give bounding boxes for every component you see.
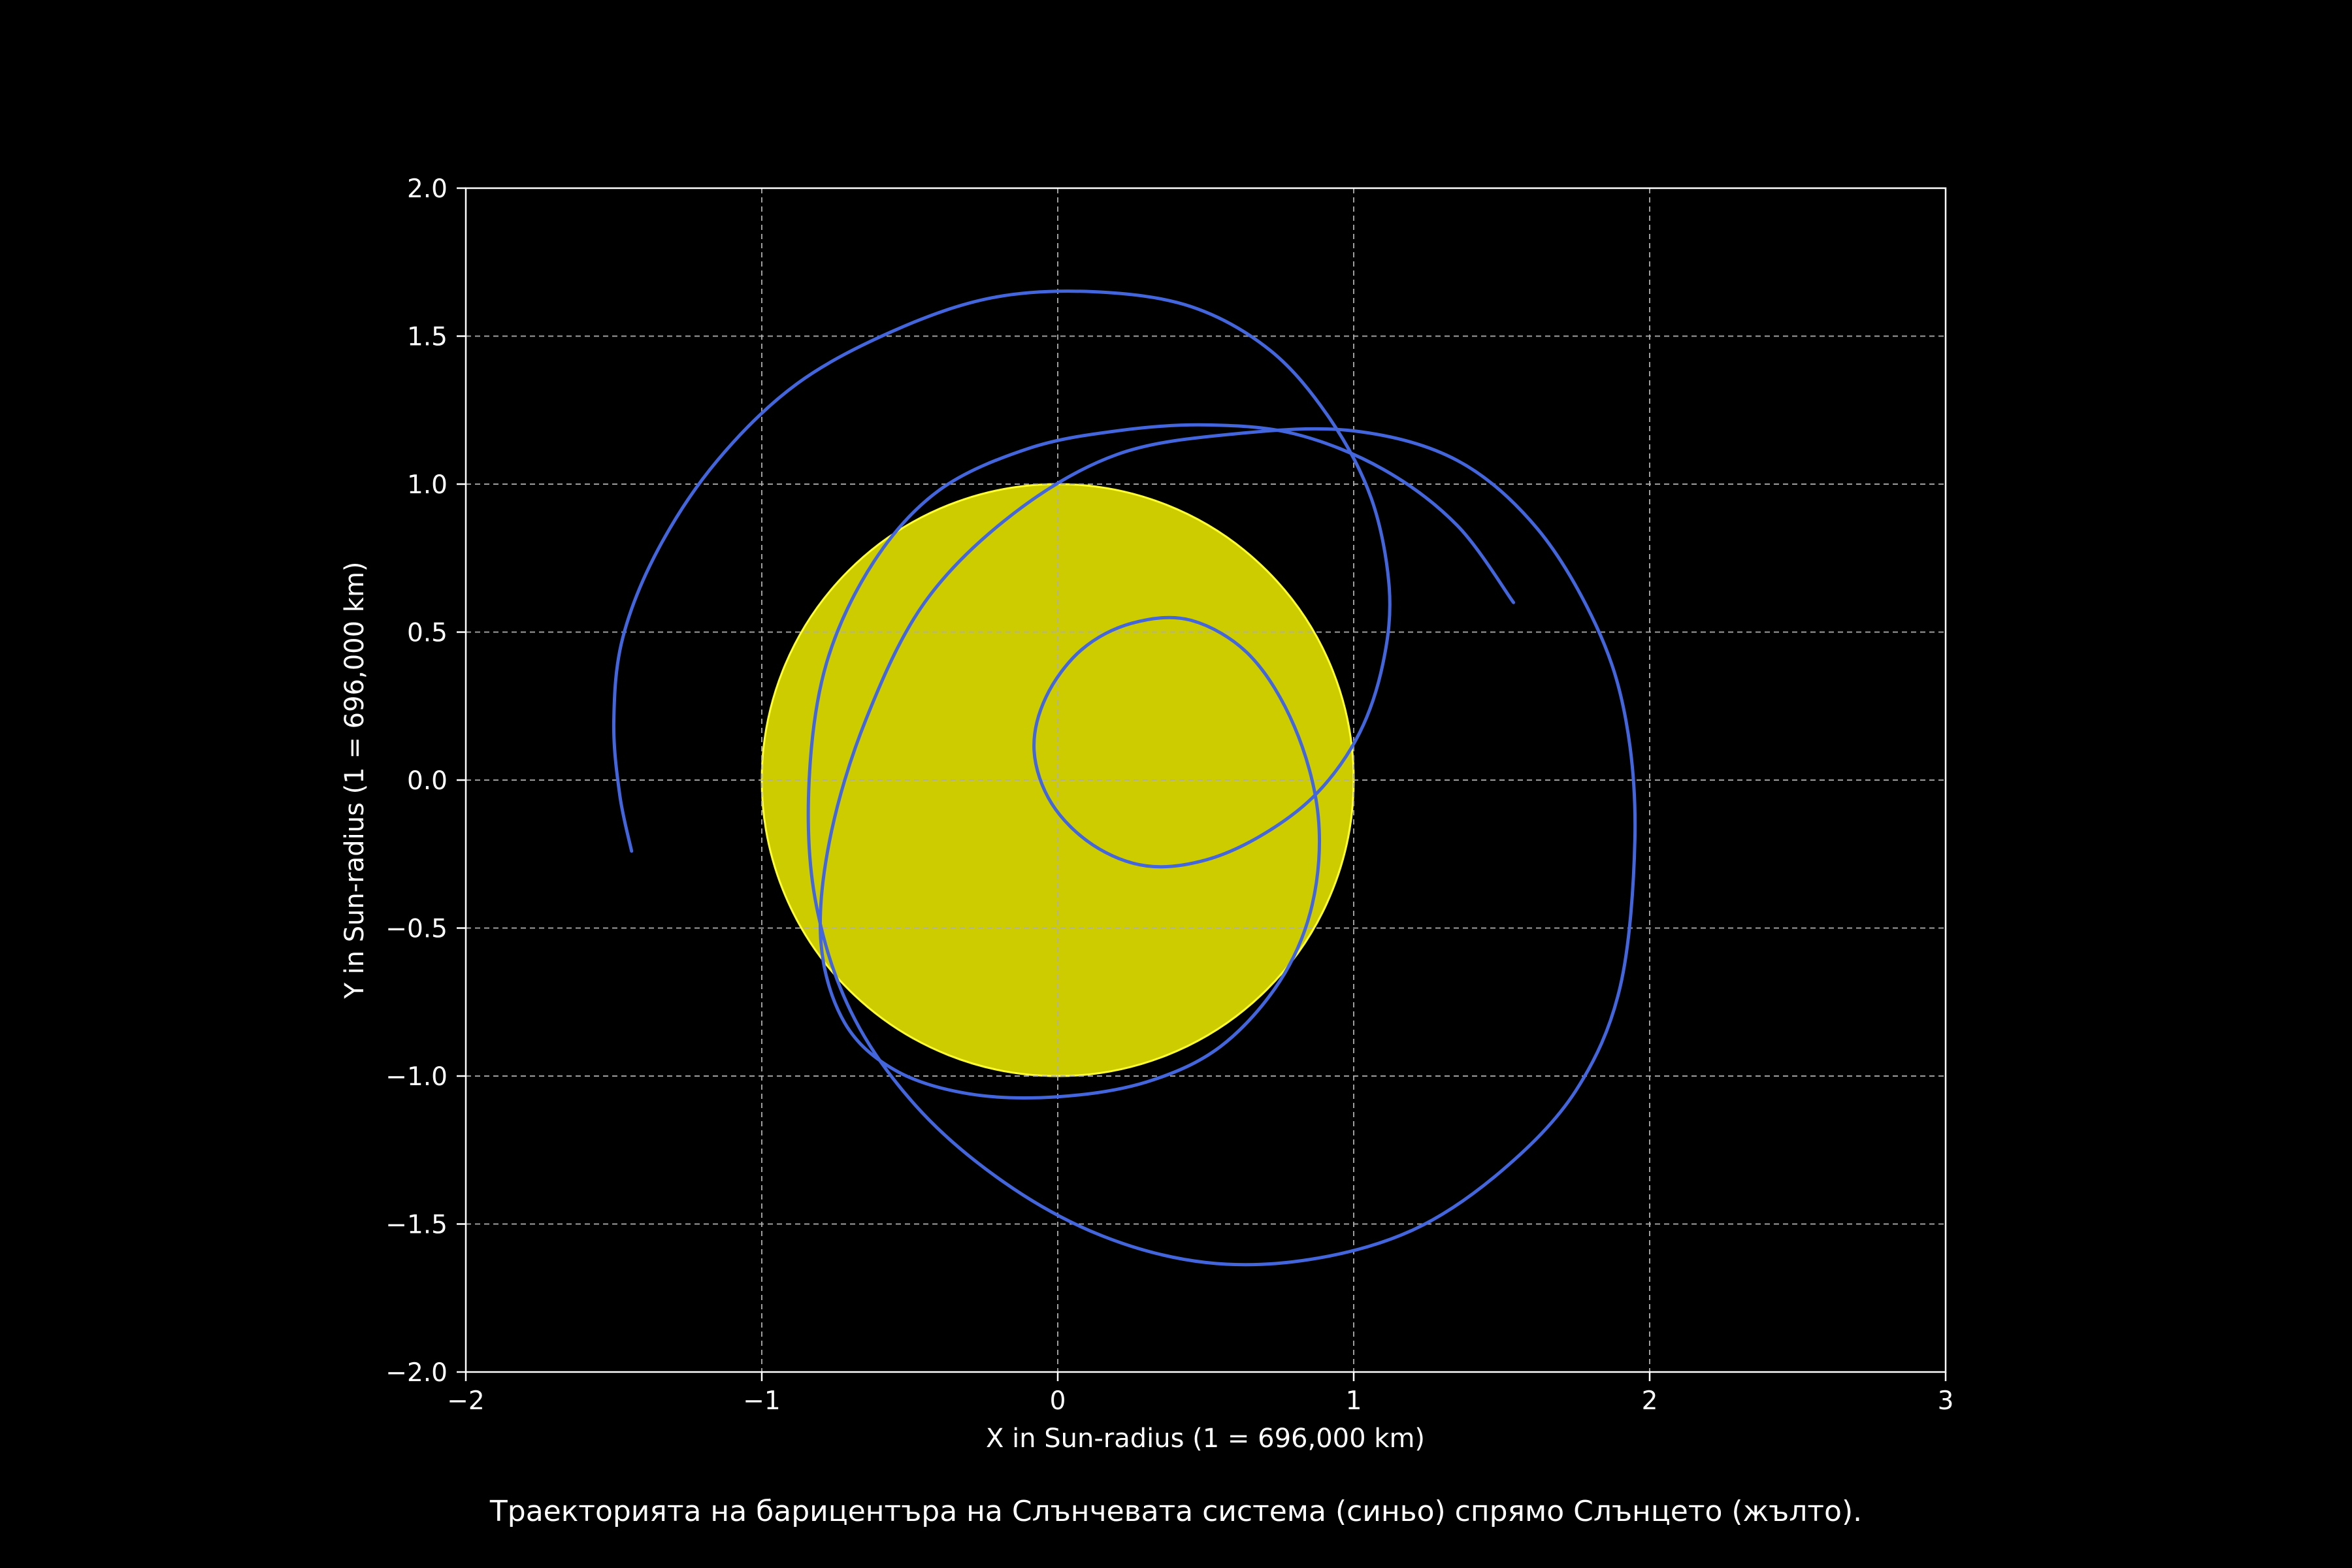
y-tick-label: 0.0 [407, 766, 448, 796]
y-tick-label: −0.5 [385, 915, 448, 944]
y-axis-label: Y in Sun-radius (1 = 696,000 km) [340, 561, 370, 999]
plot-area: −2 −1 0 1 2 3 −2.0 −1.5 −1.0 −0.5 0.0 0.5 1.0 1.5 2.0 [385, 174, 1953, 1416]
y-tick-label: 2.0 [407, 174, 448, 204]
x-tick-label: −2 [447, 1386, 485, 1416]
y-tick-label: 0.5 [407, 619, 448, 648]
grid-layer [466, 188, 1946, 1372]
barycenter-trajectory-line [612, 289, 1637, 1267]
x-tick-label: −1 [743, 1386, 781, 1416]
y-tick-label: 1.5 [407, 323, 448, 352]
x-axis-label: X in Sun-radius (1 = 696,000 km) [986, 1424, 1425, 1454]
figure-caption: Траекторията на барицентъра на Слънчеват… [489, 1495, 1862, 1528]
y-tick-label: −1.5 [385, 1211, 448, 1240]
tick-layer: −2 −1 0 1 2 3 −2.0 −1.5 −1.0 −0.5 0.0 0.5 1.0 1.5 2.0 [385, 174, 1953, 1416]
x-tick-label: 2 [1642, 1386, 1658, 1416]
series-layer [612, 289, 1637, 1267]
y-tick-label: −1.0 [385, 1062, 448, 1092]
y-tick-label: 1.0 [407, 470, 448, 500]
x-tick-label: 0 [1050, 1386, 1066, 1416]
x-tick-label: 3 [1938, 1386, 1954, 1416]
x-tick-label: 1 [1346, 1386, 1362, 1416]
y-tick-label: −2.0 [385, 1358, 448, 1388]
